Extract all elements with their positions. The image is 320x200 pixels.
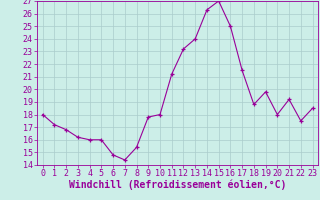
X-axis label: Windchill (Refroidissement éolien,°C): Windchill (Refroidissement éolien,°C) bbox=[69, 180, 286, 190]
